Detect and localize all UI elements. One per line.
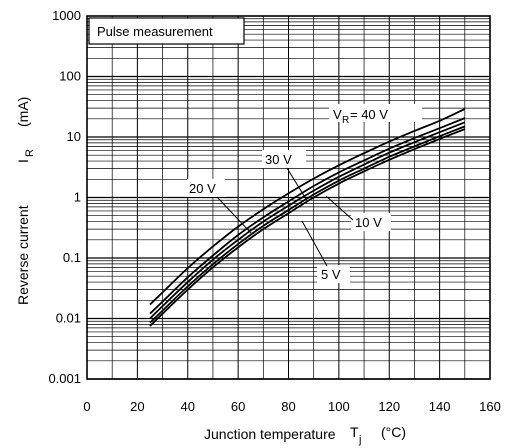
label-20v: 20 V <box>189 181 216 196</box>
label-10v: 10 V <box>355 215 382 230</box>
x-tick-label: 160 <box>479 399 501 414</box>
x-axis-title-text: Junction temperature <box>204 426 336 442</box>
y-tick-label: 100 <box>59 69 81 84</box>
x-tick-label: 80 <box>281 399 295 414</box>
series-line-0 <box>149 128 466 327</box>
y-axis-title-text: Reverse current <box>15 205 31 305</box>
y-tick-label: 10 <box>67 129 81 144</box>
x-tick-label: 40 <box>181 399 195 414</box>
x-tick-label: 60 <box>231 399 245 414</box>
series-line-4 <box>149 108 466 306</box>
x-tick-labels: 0 20 40 60 80 100 120 140 160 <box>83 399 500 414</box>
x-axis-symbol: T <box>350 424 359 440</box>
x-tick-label: 140 <box>429 399 451 414</box>
y-tick-label: 1000 <box>52 8 81 23</box>
leader-20v <box>216 196 252 234</box>
y-tick-labels: 0.001 0.01 0.1 1 10 100 1000 <box>48 8 81 386</box>
x-axis-title: Junction temperature T j (°C) <box>204 424 406 446</box>
y-axis-unit: (mA) <box>15 97 31 127</box>
label-5v-bg <box>317 265 350 283</box>
series-line-2 <box>149 121 466 320</box>
x-axis-symbol-sub: j <box>358 434 361 446</box>
y-axis-symbol: I <box>15 159 31 163</box>
label-10v-bg <box>351 213 391 231</box>
leader-10v <box>325 195 354 221</box>
series-line-3 <box>149 117 466 315</box>
annotation-box-text: Pulse measurement <box>97 24 213 39</box>
leader-30v <box>286 167 307 200</box>
label-30v-bg <box>262 150 306 168</box>
x-tick-label: 100 <box>328 399 350 414</box>
label-40v-bg <box>329 104 422 122</box>
label-40v-sub: R <box>342 115 349 126</box>
y-tick-label: 0.1 <box>63 250 81 265</box>
label-40v-v: V <box>333 107 342 122</box>
label-40v-rest: = 40 V <box>350 107 388 122</box>
grid-lines <box>86 16 491 380</box>
plot-frame <box>86 15 491 380</box>
y-axis-symbol-sub: R <box>24 149 36 157</box>
y-tick-label: 0.01 <box>56 311 81 326</box>
series-line-1 <box>149 125 466 324</box>
series-labels: V R = 40 V 30 V 20 V 10 V 5 V <box>187 104 422 283</box>
x-tick-label: 20 <box>130 399 144 414</box>
y-axis-title: Reverse current I R (mA) <box>15 97 36 305</box>
x-axis-unit: (°C) <box>381 424 406 440</box>
leader-5v <box>301 220 328 267</box>
label-30v: 30 V <box>265 152 292 167</box>
label-5v: 5 V <box>321 267 341 282</box>
y-tick-label: 1 <box>74 190 81 205</box>
annotation-box-frame <box>88 17 245 45</box>
series-layer <box>149 108 466 327</box>
x-tick-label: 120 <box>378 399 400 414</box>
label-20v-bg <box>187 179 225 197</box>
x-tick-label: 0 <box>83 399 90 414</box>
y-tick-label: 0.001 <box>48 371 81 386</box>
